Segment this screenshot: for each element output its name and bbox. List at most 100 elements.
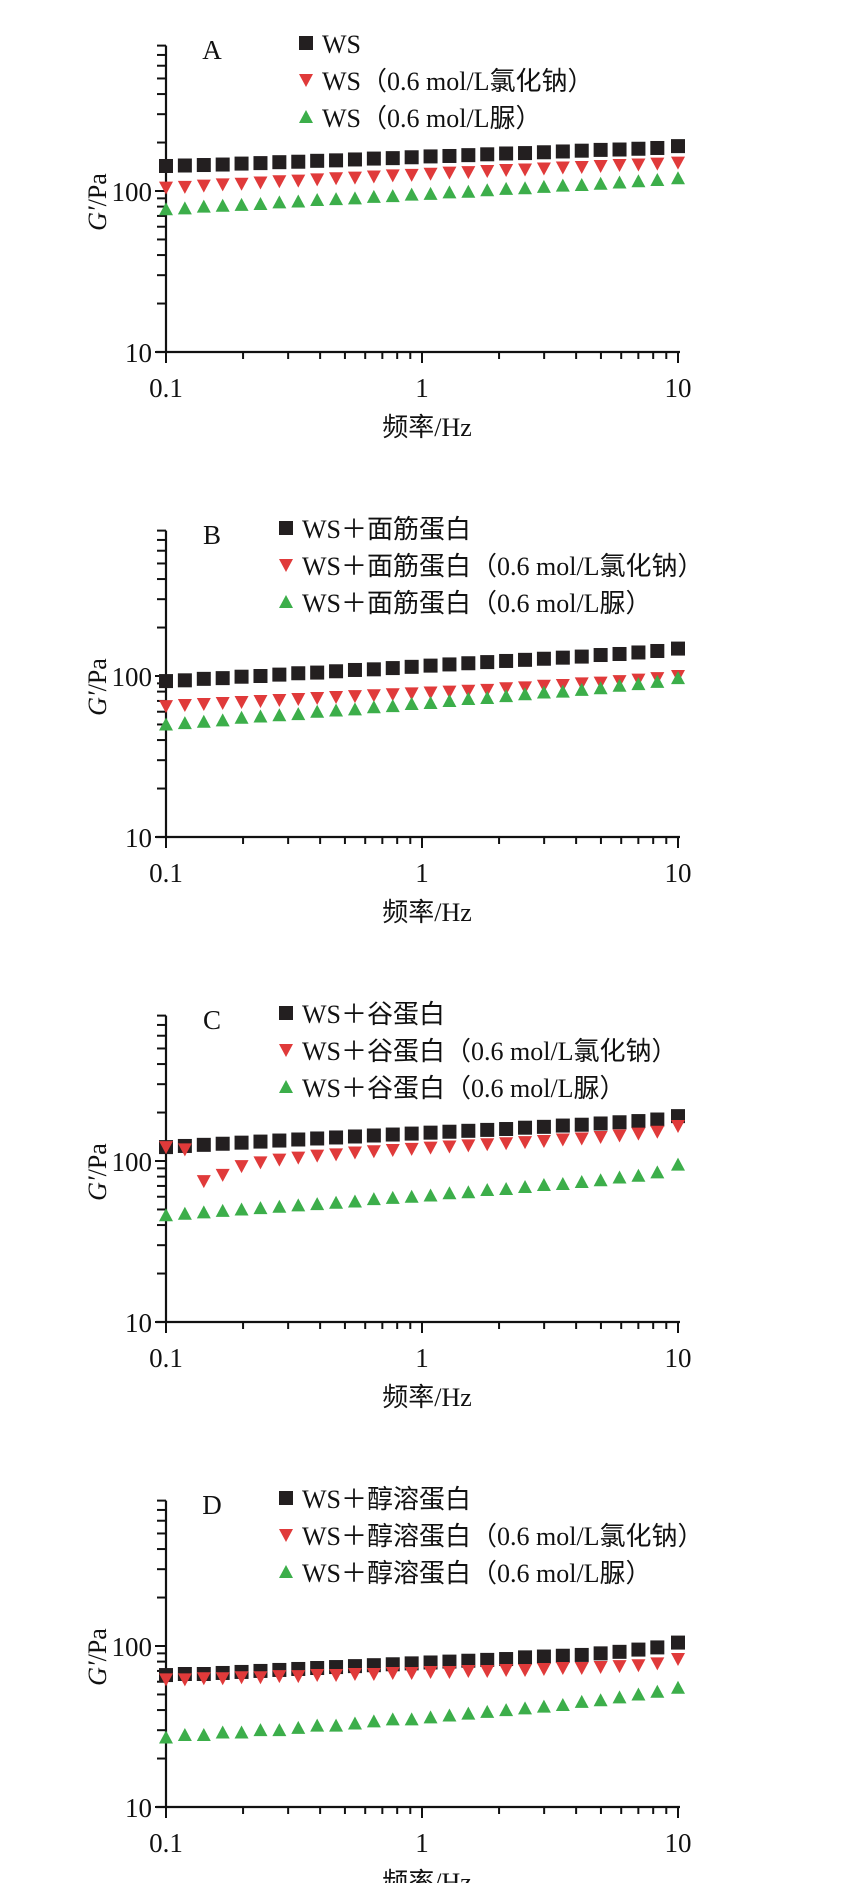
data-point-triangle-up-marker: [159, 1730, 173, 1744]
data-point-square-marker: [480, 655, 495, 670]
legend-label: WS＋醇溶蛋白（0.6 mol/L脲）: [302, 1559, 652, 1588]
data-point-triangle-up-marker: [612, 1690, 627, 1704]
data-point-triangle-up-marker: [671, 1680, 685, 1694]
data-point-triangle-down-marker: [574, 160, 589, 174]
panel-label: A: [202, 35, 222, 65]
data-point-square-marker: [593, 1116, 608, 1131]
data-point-triangle-down-marker: [650, 1125, 665, 1139]
data-point-triangle-down-marker: [631, 1127, 646, 1141]
data-point-triangle-up-marker: [442, 1708, 457, 1722]
legend-label: WS＋醇溶蛋白: [302, 1485, 471, 1514]
data-point-triangle-down-marker: [253, 1671, 268, 1685]
data-point-triangle-down-marker: [159, 1673, 173, 1687]
data-point-triangle-up-marker: [612, 175, 627, 189]
data-point-square-marker: [291, 666, 306, 681]
x-tick-label: 0.1: [149, 858, 183, 888]
data-point-triangle-up-marker: [253, 1201, 268, 1215]
data-point-triangle-up-marker: [480, 691, 495, 705]
data-point-triangle-down-marker: [329, 1148, 344, 1162]
data-point-square-marker: [159, 674, 173, 689]
legend-label: WS＋谷蛋白: [302, 1000, 445, 1029]
data-point-triangle-up-marker: [291, 194, 306, 208]
data-point-triangle-up-marker: [215, 198, 230, 212]
data-point-triangle-up-marker: [499, 1182, 514, 1196]
data-point-triangle-down-marker: [253, 1156, 268, 1170]
data-point-triangle-up-marker: [234, 1202, 249, 1216]
data-point-triangle-down-marker: [499, 164, 514, 178]
data-point-triangle-down-marker: [499, 1137, 514, 1151]
data-point-triangle-up-marker: [593, 1173, 608, 1187]
data-point-triangle-up-marker: [177, 716, 192, 730]
data-point-square-marker: [631, 141, 646, 156]
data-point-triangle-down-marker: [291, 692, 306, 706]
data-point-square-marker: [650, 1640, 665, 1655]
x-tick-label: 1: [415, 858, 429, 888]
data-point-triangle-down-marker: [499, 682, 514, 696]
data-point-triangle-down-marker: [385, 1144, 400, 1158]
data-point-square-marker: [442, 148, 457, 163]
data-point-triangle-down-marker: [555, 161, 570, 175]
data-point-triangle-down-marker: [215, 1672, 230, 1686]
legend-triangle-up-marker: [279, 595, 293, 608]
data-point-square-marker: [272, 667, 287, 682]
data-point-square-marker: [518, 652, 533, 667]
x-tick-label: 0.1: [149, 1343, 183, 1373]
data-point-square-marker: [612, 1644, 627, 1659]
data-point-square-marker: [671, 1635, 685, 1650]
data-point-square-marker: [593, 142, 608, 157]
data-point-triangle-up-marker: [291, 1720, 306, 1734]
legend-triangle-up-marker: [279, 1080, 293, 1093]
data-point-square-marker: [234, 156, 249, 171]
data-point-triangle-down-marker: [404, 1666, 419, 1680]
x-tick-label: 10: [665, 1343, 692, 1373]
data-point-triangle-up-marker: [366, 700, 381, 714]
data-point-triangle-up-marker: [461, 691, 476, 705]
data-point-triangle-up-marker: [442, 1186, 457, 1200]
data-point-triangle-down-marker: [461, 1139, 476, 1153]
data-point-triangle-down-marker: [272, 693, 287, 707]
data-point-triangle-up-marker: [499, 1703, 514, 1717]
data-point-triangle-up-marker: [518, 1701, 533, 1715]
data-point-square-marker: [253, 669, 268, 683]
data-point-triangle-down-marker: [574, 1662, 589, 1676]
chart-panel-d: 0.1 1 10 10 100 频率/Hz G′/Pa D WS＋醇溶蛋白 WS＋醇溶蛋白（0.6…: [83, 1485, 704, 1883]
data-point-triangle-up-marker: [310, 192, 325, 206]
data-point-square-marker: [234, 1135, 249, 1150]
legend-label: WS＋谷蛋白（0.6 mol/L氯化钠）: [302, 1037, 678, 1066]
series-1: [159, 1109, 685, 1155]
data-point-square-marker: [310, 1131, 325, 1146]
data-point-triangle-down-marker: [196, 179, 211, 193]
data-point-triangle-down-marker: [234, 1160, 249, 1174]
data-point-triangle-down-marker: [442, 1665, 457, 1679]
data-point-triangle-up-marker: [518, 181, 533, 195]
data-point-triangle-down-marker: [215, 178, 230, 192]
data-point-triangle-down-marker: [423, 167, 438, 181]
panel-label: B: [203, 520, 221, 550]
data-point-square-marker: [499, 653, 514, 668]
data-point-triangle-down-marker: [347, 1146, 362, 1160]
data-point-triangle-down-marker: [253, 176, 268, 190]
data-point-triangle-up-marker: [366, 189, 381, 203]
x-axis-title: 频率/Hz: [382, 898, 472, 927]
data-point-triangle-down-marker: [215, 696, 230, 710]
legend-label: WS＋面筋蛋白（0.6 mol/L氯化钠）: [302, 552, 704, 581]
data-point-triangle-up-marker: [536, 685, 551, 699]
data-point-square-marker: [574, 143, 589, 158]
data-point-square-marker: [385, 151, 400, 166]
data-point-square-marker: [234, 669, 249, 684]
data-point-square-marker: [518, 1650, 533, 1665]
data-point-square-marker: [612, 1115, 627, 1130]
data-point-square-marker: [159, 158, 173, 173]
data-point-square-marker: [555, 650, 570, 665]
data-point-triangle-down-marker: [593, 1661, 608, 1675]
data-point-triangle-down-marker: [442, 1140, 457, 1154]
y-axis-title: G′/Pa: [83, 658, 112, 716]
data-point-triangle-up-marker: [555, 1176, 570, 1190]
data-point-square-marker: [650, 643, 665, 658]
data-point-square-marker: [631, 1114, 646, 1129]
data-point-square-marker: [480, 1122, 495, 1137]
data-point-triangle-up-marker: [593, 1693, 608, 1707]
data-point-triangle-up-marker: [631, 174, 646, 188]
data-point-triangle-down-marker: [177, 1673, 192, 1687]
data-point-triangle-up-marker: [329, 1718, 344, 1732]
